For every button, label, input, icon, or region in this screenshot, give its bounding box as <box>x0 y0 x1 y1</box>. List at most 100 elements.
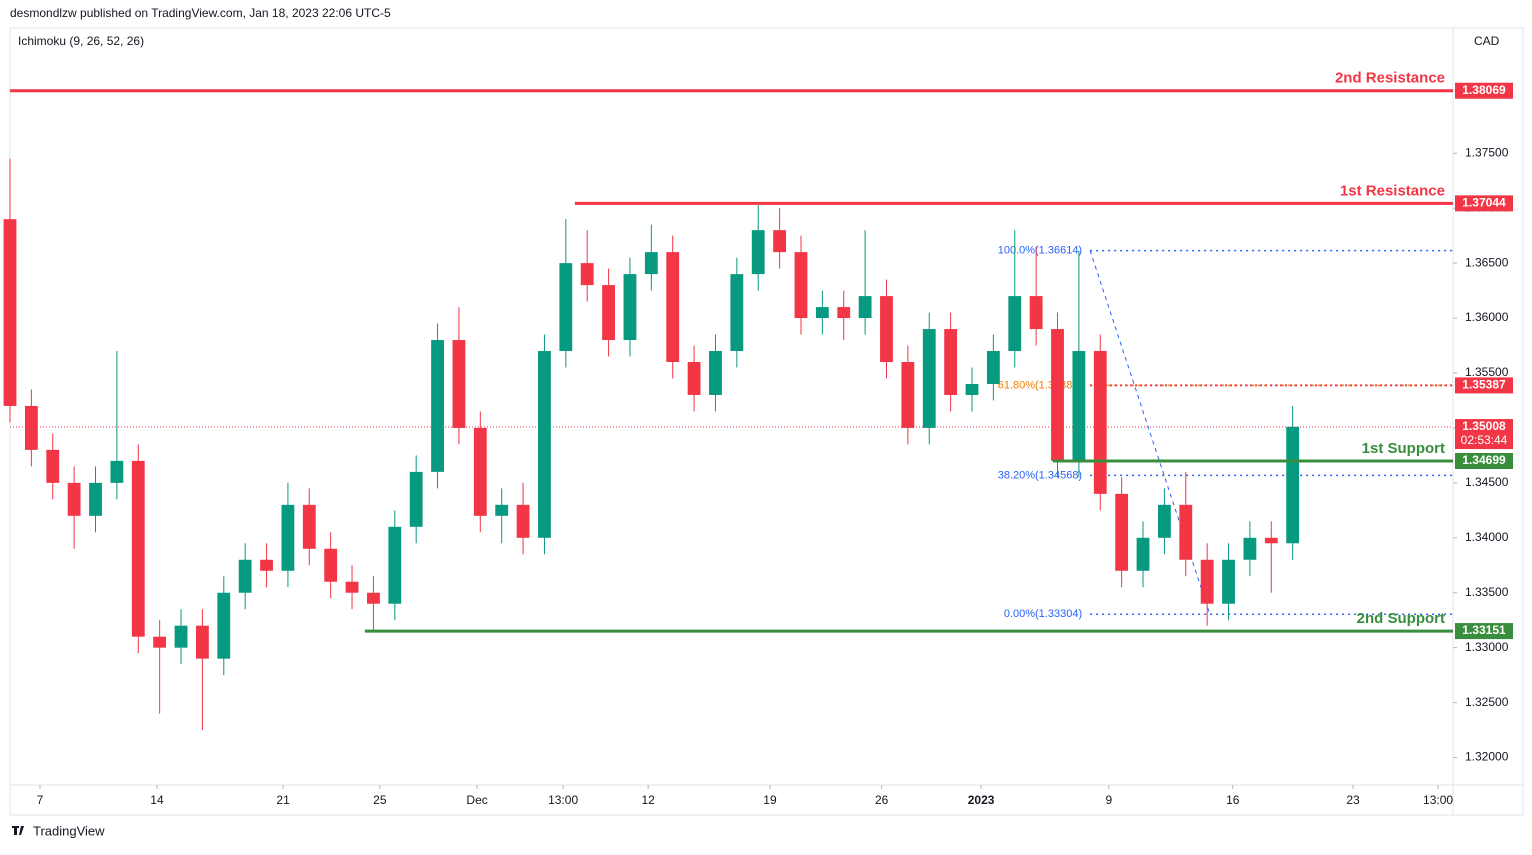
level-tag-label: 1.34699 <box>1462 453 1506 467</box>
x-tick-label: 13:00 <box>548 793 578 807</box>
candle-body <box>815 307 829 319</box>
x-tick-label: 2023 <box>968 793 995 807</box>
candle-body <box>1029 296 1043 330</box>
y-tick-label: 1.33500 <box>1465 585 1509 599</box>
candle-body <box>174 625 188 648</box>
candle-body <box>944 329 958 395</box>
x-tick-label: 7 <box>37 793 44 807</box>
candle-body <box>1008 296 1022 352</box>
countdown: 02:53:44 <box>1461 433 1508 447</box>
candle-body <box>431 340 444 472</box>
candle-body <box>131 460 145 637</box>
candle-body <box>559 263 573 352</box>
y-tick-label: 1.36500 <box>1465 255 1509 269</box>
candle-body <box>602 285 615 341</box>
candle-body <box>452 340 466 428</box>
candle-body <box>1051 329 1064 461</box>
brand: TradingView <box>33 823 105 838</box>
candle-body <box>1136 537 1150 571</box>
level-tag <box>1455 82 1513 99</box>
level-tag-label: 1.38069 <box>1462 83 1506 97</box>
candle-body <box>709 351 722 395</box>
level-name: 1st Support <box>1362 440 1445 457</box>
price-tag-label: 1.35387 <box>1462 378 1506 392</box>
y-tick-label: 1.34500 <box>1465 475 1509 489</box>
candle-body <box>1157 504 1171 538</box>
y-tick-label: 1.37500 <box>1465 145 1509 159</box>
candle-body <box>922 329 936 428</box>
level-tag <box>1455 452 1513 469</box>
candle-body <box>751 230 765 275</box>
candle-body <box>302 504 316 549</box>
last-price-tag <box>1455 419 1513 450</box>
candle-body <box>1264 537 1278 544</box>
candle-body <box>773 230 787 253</box>
candle-body <box>24 405 38 450</box>
logo <box>12 826 24 835</box>
candle-body <box>195 625 209 659</box>
candle-body <box>901 362 915 428</box>
x-tick-label: 16 <box>1226 793 1240 807</box>
candle-body <box>516 504 530 538</box>
level-tag-label: 1.37044 <box>1462 196 1506 210</box>
y-tick-label: 1.36000 <box>1465 310 1509 324</box>
candle-body <box>89 482 102 516</box>
level-name: 2nd Support <box>1357 610 1445 627</box>
candle-body <box>644 252 658 275</box>
candle-body <box>345 581 359 593</box>
candle-body <box>1093 351 1107 494</box>
candle-body <box>580 263 594 286</box>
candle-body <box>1200 559 1214 604</box>
candle-body <box>46 449 60 483</box>
candle-body <box>880 296 893 363</box>
candle-body <box>388 526 402 604</box>
y-tick-label: 1.32000 <box>1465 750 1509 764</box>
y-tick-label: 1.35500 <box>1465 365 1509 379</box>
candle-body <box>473 427 487 516</box>
candle-body <box>1286 426 1300 544</box>
candle-body <box>238 559 252 593</box>
candle-body <box>837 307 851 319</box>
publisher: desmondlzw published on TradingView.com,… <box>10 6 391 20</box>
x-tick-label: 13:00 <box>1423 793 1453 807</box>
candle-body <box>794 252 808 319</box>
candle-body <box>965 383 979 395</box>
level-tag <box>1455 195 1513 212</box>
x-tick-label: 19 <box>763 793 777 807</box>
last-price-label: 1.35008 <box>1462 419 1506 433</box>
level-name: 2nd Resistance <box>1335 70 1445 87</box>
x-tick-label: 25 <box>373 793 387 807</box>
candle-body <box>1243 537 1257 560</box>
candle-body <box>67 482 81 516</box>
candle-body <box>495 504 509 516</box>
candle-body <box>110 460 124 483</box>
x-tick-label: 14 <box>150 793 164 807</box>
candle-body <box>687 362 701 395</box>
candle-body <box>281 504 295 571</box>
currency: CAD <box>1474 34 1500 48</box>
x-tick-label: 9 <box>1105 793 1112 807</box>
level-tag-label: 1.33151 <box>1462 623 1506 637</box>
candle-body <box>1222 559 1235 604</box>
candle-body <box>217 592 231 659</box>
candle-body <box>538 351 551 538</box>
x-tick-label: 12 <box>641 793 655 807</box>
candle-body <box>1179 504 1193 560</box>
candle-body <box>730 274 744 352</box>
candle-body <box>986 351 1000 384</box>
candle-body <box>666 252 680 363</box>
candle-body <box>1115 493 1129 571</box>
level-tag <box>1455 623 1513 640</box>
candle-body <box>153 636 167 648</box>
fib-label: 100.0%(1.36614) <box>998 245 1082 257</box>
fib-label: 0.00%(1.33304) <box>1004 608 1082 620</box>
x-tick-label: Dec <box>466 793 487 807</box>
x-tick-label: 21 <box>276 793 290 807</box>
candle-body <box>260 559 273 571</box>
price-tag <box>1455 377 1513 394</box>
candle-body <box>409 471 423 527</box>
x-tick-label: 23 <box>1346 793 1360 807</box>
indicator: Ichimoku (9, 26, 52, 26) <box>18 34 144 48</box>
